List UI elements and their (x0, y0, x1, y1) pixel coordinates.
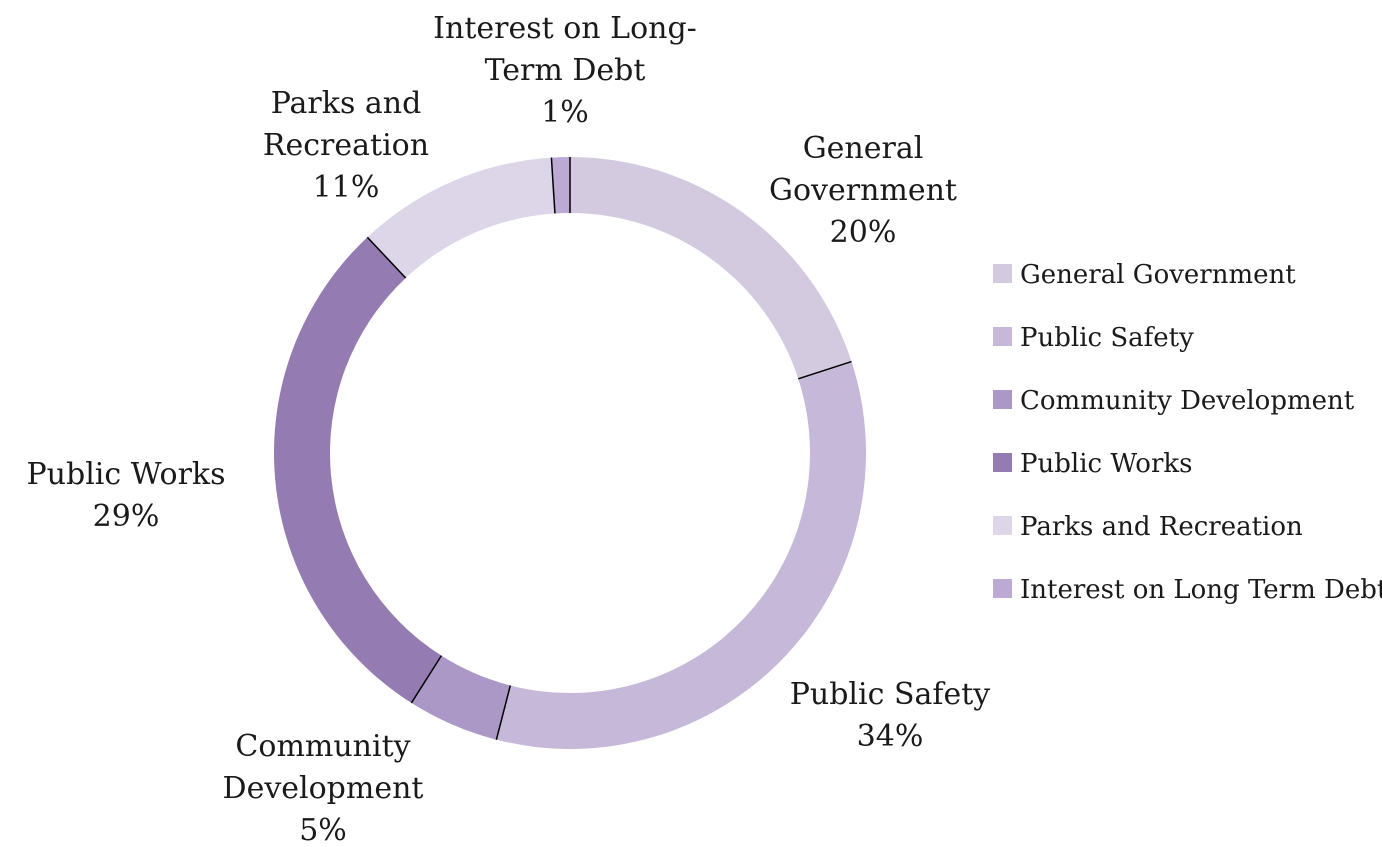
legend-label-community-development: Community Development (1020, 386, 1355, 416)
slice-separator (366, 236, 407, 279)
legend-swatch-public-safety (993, 327, 1012, 346)
data-label-public-works: Public Works 29% (26, 457, 225, 534)
slices-group (273, 157, 866, 749)
slice-public-works (273, 237, 442, 703)
slice-parks-and-recreation (367, 157, 555, 279)
slice-separator (798, 360, 852, 380)
legend-swatch-general-government (993, 264, 1012, 283)
legend-label-parks-and-recreation: Parks and Recreation (1020, 512, 1303, 542)
slice-separator (495, 685, 512, 740)
data-label-public-safety: Public Safety 34% (790, 677, 991, 754)
legend-label-public-safety: Public Safety (1020, 323, 1194, 353)
legend-label-general-government: General Government (1020, 260, 1296, 290)
legend-label-public-works: Public Works (1020, 449, 1192, 479)
legend-swatch-parks-and-recreation (993, 516, 1012, 535)
slice-interest-on-long-term-debt (551, 157, 570, 214)
slice-general-government (570, 157, 852, 379)
slice-separator (550, 157, 556, 214)
legend-swatch-community-development (993, 390, 1012, 409)
data-label-general-government: General Government 20% (769, 131, 957, 250)
slice-separator (410, 655, 443, 704)
slice-public-safety (496, 361, 866, 749)
data-label-community-development: Community Development 5% (223, 729, 424, 843)
legend-swatch-interest-on-long-term-debt (993, 579, 1012, 598)
data-label-interest-on-long-term-debt: Interest on Long-Term Debt 1% (433, 11, 697, 130)
legend: General Government Public Safety Community… (993, 260, 1382, 605)
data-labels-group: General Government 20% Public Safety 34% Comm… (26, 11, 991, 847)
data-label-parks-and-recreation: Parks and Recreation 11% (263, 86, 429, 205)
legend-label-interest-on-long-term-debt: Interest on Long Term Debt (1020, 575, 1382, 605)
slice-community-development (411, 655, 511, 740)
legend-swatch-public-works (993, 453, 1012, 472)
